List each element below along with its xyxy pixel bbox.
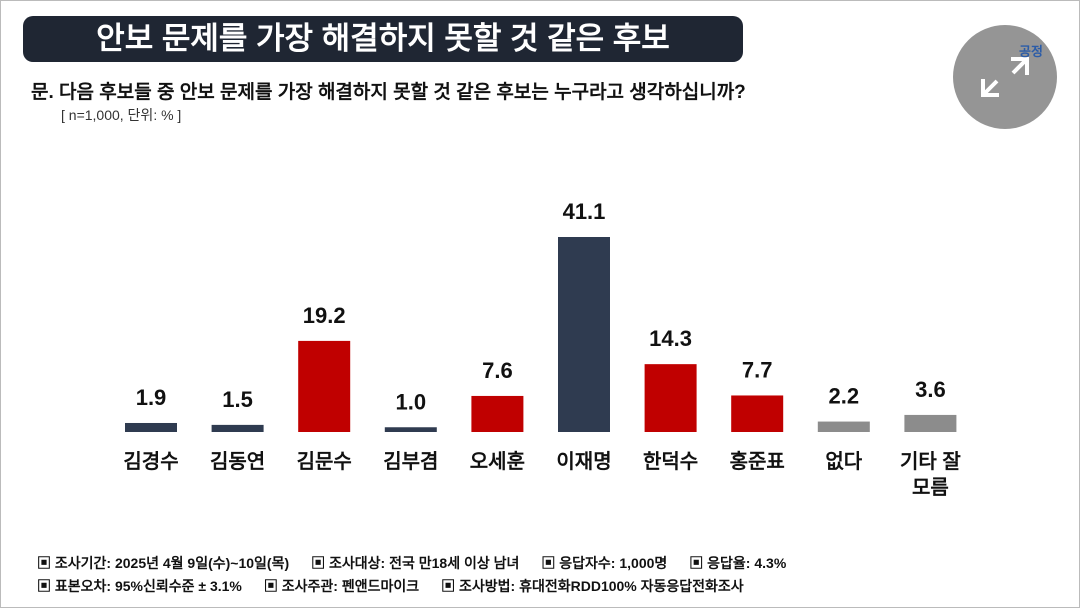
- value-label: 7.7: [742, 357, 773, 382]
- bar: [644, 364, 697, 432]
- bar: [731, 395, 784, 432]
- footnote: 응답율: 4.3%: [689, 555, 786, 571]
- bar: [384, 427, 437, 432]
- footnote: 조사주관: 펜앤드마이크: [264, 578, 419, 594]
- x-tick-label: 없다: [825, 451, 863, 473]
- footnote: 표본오차: 95%신뢰수준 ± 3.1%: [37, 578, 242, 594]
- value-label: 3.6: [915, 377, 946, 402]
- value-label: 1.5: [222, 387, 253, 412]
- x-tick-label: 오세훈: [469, 451, 525, 473]
- x-tick-label: 김부겸: [383, 451, 439, 473]
- footnote-row: 표본오차: 95%신뢰수준 ± 3.1% 조사주관: 펜앤드마이크 조사방법: 휴대…: [37, 576, 766, 596]
- x-tick-label: 김문수: [296, 451, 352, 473]
- bar: [558, 237, 610, 432]
- value-label: 7.6: [482, 358, 513, 383]
- sample-note: [ n=1,000, 단위: % ]: [61, 107, 182, 123]
- expand-icon: [981, 57, 1029, 97]
- x-tick-label: 김동연: [209, 451, 266, 473]
- logo: 공정: [1019, 44, 1043, 59]
- x-tick-label: 김경수: [123, 451, 179, 473]
- value-label: 14.3: [649, 326, 692, 351]
- question: 문. 다음 후보들 중 안보 문제를 가장 해결하지 못할 것 같은 후보는 누…: [31, 82, 746, 103]
- footnote: 조사대상: 전국 만18세 이상 남녀: [311, 555, 519, 571]
- value-label: 19.2: [303, 303, 346, 328]
- expand-button[interactable]: [953, 25, 1057, 129]
- value-label: 41.1: [563, 199, 606, 224]
- x-tick-label: 이재명: [556, 451, 612, 473]
- value-label: 1.9: [136, 385, 167, 410]
- bar: [471, 395, 524, 432]
- bar: [211, 424, 264, 432]
- x-tick-label: 홍준표: [729, 451, 785, 473]
- bar: [904, 414, 957, 432]
- footnote-row: 조사기간: 2025년 4월 9일(수)~10일(목) 조사대상: 전국 만18세…: [37, 553, 808, 573]
- footnote: 응답자수: 1,000명: [541, 555, 667, 571]
- x-tick-label: 한덕수: [642, 451, 699, 473]
- footnote: 조사기간: 2025년 4월 9일(수)~10일(목): [37, 555, 289, 571]
- bar: [298, 340, 351, 432]
- bar: [817, 421, 870, 432]
- bar: [125, 422, 177, 432]
- chart-title: 안보 문제를 가장 해결하지 못할 것 같은 후보: [23, 16, 743, 62]
- value-label: 2.2: [829, 384, 860, 409]
- value-label: 1.0: [396, 389, 427, 414]
- x-tick-label: 기타 잘모름: [900, 451, 961, 499]
- footnote: 조사방법: 휴대전화RDD100% 자동응답전화조사: [441, 578, 744, 594]
